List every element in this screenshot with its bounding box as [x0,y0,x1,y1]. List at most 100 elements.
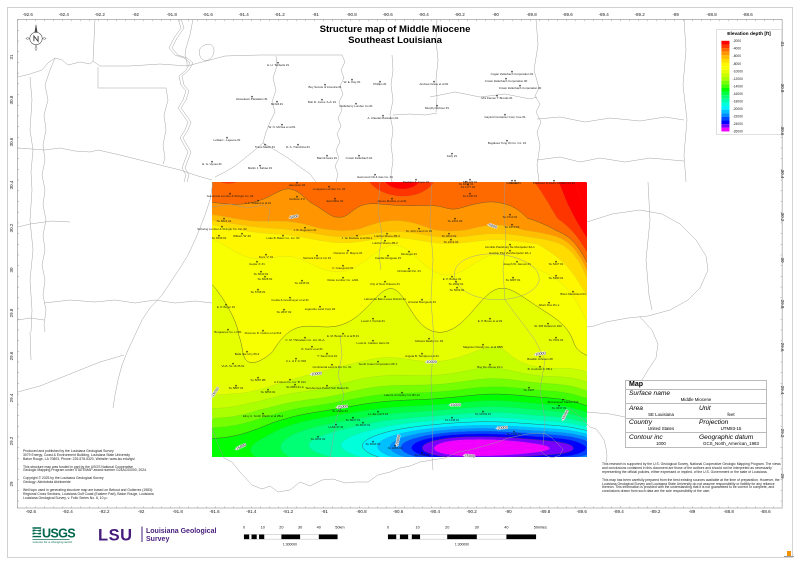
svg-text:SL 2414 #3: SL 2414 #3 [448,219,463,223]
svg-text:SL 4710 #1: SL 4710 #1 [503,215,518,219]
svg-text:Angela B. Templet et al #1: Angela B. Templet et al #1 [405,354,439,358]
svg-text:Sy 5087 #B: Sy 5087 #B [251,378,266,382]
svg-text:E. P. Boyer #1: E. P. Boyer #1 [217,305,236,309]
svg-text:SL 4010 #2: SL 4010 #2 [442,234,457,238]
svg-text:Crown Zellerbach #1: Crown Zellerbach #1 [346,156,373,160]
svg-text:Lutcher Moore #B-2: Lutcher Moore #B-2 [372,241,398,245]
svg-text:SL 6853 #1-A: SL 6853 #1-A [286,385,304,389]
svg-text:City of New Orleans #1: City of New Orleans #1 [370,282,400,286]
svg-text:Sistrunk Farms Inc #1: Sistrunk Farms Inc #1 [303,256,332,260]
svg-text:SL 1129 #1: SL 1129 #1 [463,180,478,184]
svg-text:Couba & Goodmeyer et al #1: Couba & Goodmeyer et al #1 [271,298,309,302]
svg-text:Curtis #1: Curtis #1 [506,181,518,185]
svg-text:Bogalusa Tung Oil Co. Inc. #1: Bogalusa Tung Oil Co. Inc. #1 [488,141,527,145]
svg-text:Cogan Zellerbach Corporation #: Cogan Zellerbach Corporation #1 [491,72,534,76]
svg-text:Phillips #1: Phillips #1 [373,82,387,86]
svg-text:SL 1177 #1: SL 1177 #1 [461,185,476,189]
svg-text:LSU: LSU [98,527,133,545]
svg-text:40: 40 [504,526,508,530]
svg-text:H. H. Tebbetts #1: H. H. Tebbetts #1 [267,63,290,67]
svg-text:-12000: -12000 [733,76,743,80]
svg-text:Terrebonnes Parish Sch Board #: Terrebonnes Parish Sch Board #1 [305,386,349,390]
svg-text:Joseph W. Janoux #1: Joseph W. Janoux #1 [503,262,531,266]
svg-text:-4000: -4000 [733,46,742,50]
svg-text:Barndt Heirs #1: Barndt Heirs #1 [317,156,337,160]
svg-text:'Y' Sand Unit #1: 'Y' Sand Unit #1 [317,354,338,358]
svg-text:Burtonwood Station #13: Burtonwood Station #13 [548,400,579,404]
svg-text:SL 6027 #1: SL 6027 #1 [346,418,361,422]
svg-text:C. M. Thibodaux Co. Ltd. #1-A: C. M. Thibodaux Co. Ltd. #1-A [286,338,325,342]
svg-text:Gulfston # 6: Gulfston # 6 [289,197,305,201]
svg-text:L.L.&E unit 5 #1: L.L.&E unit 5 #1 [368,412,389,416]
svg-text:Bella Isle Urry #9-2: Bella Isle Urry #9-2 [235,352,260,356]
svg-text:SL 9349 #1: SL 9349 #1 [212,236,227,240]
svg-text:SL 6093 #2: SL 6093 #2 [366,442,381,446]
svg-text:SL 1037 #1: SL 1037 #1 [459,182,474,186]
svg-text:Bob R. Jones 'A-A' #1: Bob R. Jones 'A-A' #1 [308,100,336,104]
svg-text:A. Claudel Plantation #1: A. Claudel Plantation #1 [367,116,398,120]
svg-text:0: 0 [387,526,389,530]
svg-text:Crown Zellerbach Corporation #: Crown Zellerbach Corporation #0 [499,86,542,90]
svg-text:20: 20 [280,526,284,530]
svg-text:Humble Paulsburg De Montpelier: Humble Paulsburg De Montpelier #A-1 [485,245,535,249]
svg-text:-25000: -25000 [463,453,475,458]
svg-text:SL 335 Delacroix #20: SL 335 Delacroix #20 [534,324,562,328]
svg-text:-26000: -26000 [733,129,743,133]
svg-text:R. Kuntz et al #1: R. Kuntz et al #1 [301,347,323,351]
svg-text:McGill #1: McGill #1 [271,102,283,106]
svg-text:-2000: -2000 [733,39,742,43]
svg-text:LL&E 47 #1: LL&E 47 #1 [328,425,344,429]
svg-text:SL 4054 #2: SL 4054 #2 [311,437,326,441]
svg-text:-10000: -10000 [534,351,546,357]
svg-text:Lovell J. Pertuit #1: Lovell J. Pertuit #1 [361,319,385,323]
svg-text:-5000: -5000 [289,214,299,220]
svg-text:VUA: SL 16:45 #1: VUA: SL 16:45 #1 [221,364,244,368]
svg-text:Gaylord Container Corp. Fee #1: Gaylord Container Corp. Fee #1 [484,115,526,119]
svg-text:Leblanc - Lejeune #1: Leblanc - Lejeune #1 [213,138,240,142]
svg-text:-10000: -10000 [310,371,322,376]
svg-text:Burguieres Co. Ltf #1: Burguieres Co. Ltf #1 [214,330,242,334]
svg-text:Kelly #1: Kelly #1 [447,154,458,158]
svg-text:Continental Land & Fur Co. #1: Continental Land & Fur Co. #1 [312,365,351,369]
svg-text:-14000: -14000 [733,84,743,88]
svg-text:science for a changing world: science for a changing world [33,540,72,544]
svg-text:-8000: -8000 [733,61,742,65]
svg-text:50miles: 50miles [534,526,547,530]
svg-text:SL 1148 #1: SL 1148 #1 [445,418,460,422]
svg-text:30: 30 [298,526,302,530]
svg-text:Docs 'V' #1: Docs 'V' #1 [259,255,274,259]
svg-text:SL 6853 #1: SL 6853 #1 [261,390,276,394]
svg-text:SL 7146 #1: SL 7146 #1 [507,432,522,436]
svg-text:40: 40 [317,526,321,530]
svg-text:-20000: -20000 [395,435,401,447]
svg-text:St. John Land Co #1: St. John Land Co #1 [406,229,433,233]
svg-text:-10000: -10000 [425,360,437,364]
svg-text:-15000: -15000 [561,409,570,421]
svg-text:Martin J. Kahao #1: Martin J. Kahao #1 [248,166,273,170]
svg-text:E. M. Brown Jr et al B #1: E. M. Brown Jr et al B #1 [327,334,359,338]
svg-text:Rosedown Plantation #1: Rosedown Plantation #1 [236,97,268,101]
svg-text:Wilbert 'W' #2: Wilbert 'W' #2 [233,234,251,238]
svg-text:Gupta 'A' #1: Gupta 'A' #1 [249,262,265,266]
svg-text:Albert Rux #G-1: Albert Rux #G-1 [539,303,560,307]
svg-text:-6000: -6000 [733,54,742,58]
svg-text:Murphy Rohner #1: Murphy Rohner #1 [425,106,449,110]
svg-text:SL 5028 #1: SL 5028 #1 [258,277,273,281]
svg-text:Andrew Grace et al #1: Andrew Grace et al #1 [420,82,449,86]
svg-text:Camille Rougeau #1: Camille Rougeau #1 [375,256,402,260]
svg-text:Magnison Realty Co. et al #B/5: Magnison Realty Co. et al #B/5 [463,345,503,349]
svg-text:SL 5887 #1: SL 5887 #1 [229,386,244,390]
svg-text:SL 5708 #1: SL 5708 #1 [251,290,266,294]
svg-text:Roste Lumber Co. LA#1: Roste Lumber Co. LA#1 [327,278,358,282]
svg-text:Montegut #1: Montegut #1 [401,252,417,256]
svg-text:Bradish Johnson #8: Bradish Johnson #8 [527,357,553,361]
svg-text:Biloxi Marshland #4: Biloxi Marshland #4 [560,292,586,296]
svg-text:SL 5002 #1: SL 5002 #1 [450,288,465,292]
svg-text:W. E. Day #1: W. E. Day #1 [344,80,361,84]
svg-text:J. A. Williard et al #1: J. A. Williard et al #1 [245,201,272,205]
svg-text:10: 10 [415,526,419,530]
svg-text:Lafourche Bain Levee District: Lafourche Bain Levee District #1 [364,297,406,301]
svg-text:SL 8221 #1: SL 8221 #1 [217,219,232,223]
svg-text:SL 6087 #1: SL 6087 #1 [506,278,521,282]
svg-text:-22000: -22000 [733,114,743,118]
